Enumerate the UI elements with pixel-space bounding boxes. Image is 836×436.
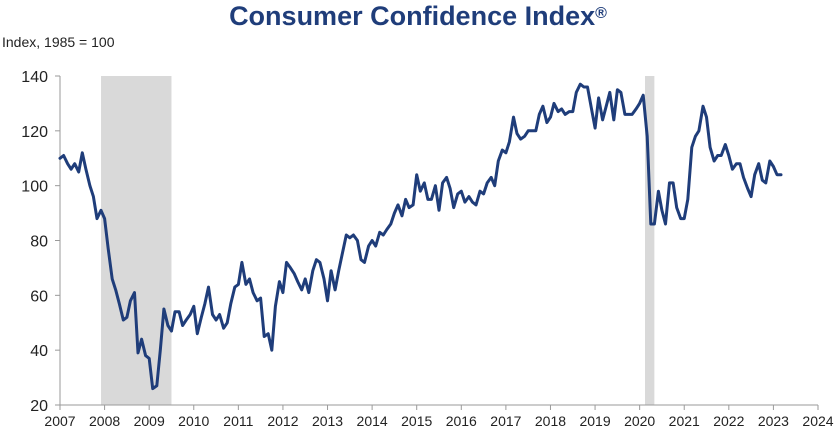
x-tick-label: 2021 xyxy=(669,413,700,429)
x-tick-label: 2016 xyxy=(446,413,477,429)
x-tick-label: 2018 xyxy=(535,413,566,429)
x-tick-label: 2014 xyxy=(357,413,388,429)
x-tick-label: 2023 xyxy=(758,413,789,429)
x-tick-label: 2019 xyxy=(579,413,610,429)
x-tick-label: 2009 xyxy=(134,413,165,429)
y-tick-label: 120 xyxy=(21,124,48,141)
y-axis-label: Index, 1985 = 100 xyxy=(2,34,115,50)
x-tick-label: 2008 xyxy=(89,413,120,429)
x-tick-label: 2013 xyxy=(312,413,343,429)
y-tick-label: 80 xyxy=(30,234,48,251)
chart-title-text: Consumer Confidence Index xyxy=(229,1,596,31)
recession-band-1 xyxy=(644,76,655,405)
x-tick-label: 2024 xyxy=(802,413,833,429)
x-tick-label: 2010 xyxy=(178,413,209,429)
x-tick-label: 2022 xyxy=(713,413,744,429)
y-tick-label: 40 xyxy=(30,343,48,360)
x-tick-label: 2012 xyxy=(267,413,298,429)
x-tick-label: 2011 xyxy=(223,413,253,429)
y-tick-label: 100 xyxy=(21,179,48,196)
x-tick-label: 2017 xyxy=(490,413,521,429)
x-tick-label: 2015 xyxy=(401,413,432,429)
chart-title: Consumer Confidence Index® xyxy=(0,0,836,32)
series-line-0 xyxy=(58,82,783,391)
x-tick-label: 2007 xyxy=(44,413,75,429)
y-tick-label: 140 xyxy=(21,69,48,86)
registered-mark: ® xyxy=(595,5,607,22)
y-tick-label: 20 xyxy=(30,398,48,415)
y-tick-label: 60 xyxy=(30,288,48,305)
x-tick-label: 2020 xyxy=(624,413,655,429)
